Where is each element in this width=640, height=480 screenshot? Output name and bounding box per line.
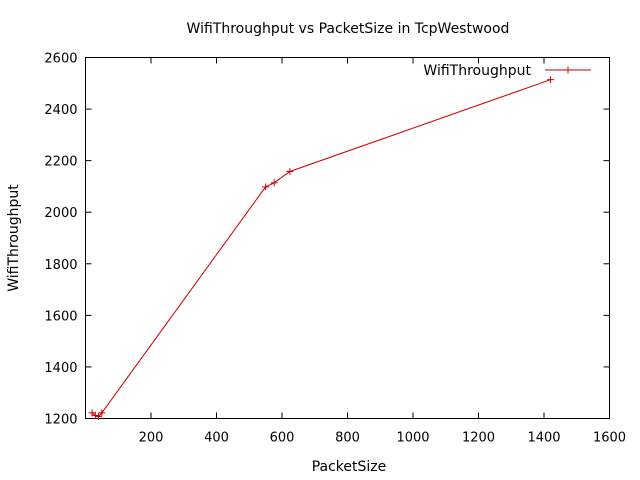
- y-tick-label: 1400: [44, 361, 77, 376]
- y-tick-label: 2600: [44, 52, 77, 67]
- plot-area-border: [85, 57, 610, 419]
- x-tick-label: 400: [204, 431, 229, 446]
- x-tick-label: 800: [335, 431, 360, 446]
- legend-marker: [564, 66, 572, 74]
- x-tick-label: 1200: [462, 431, 495, 446]
- x-axis-label: PacketSize: [312, 459, 387, 475]
- data-point: [286, 167, 294, 175]
- series-line: [91, 79, 551, 417]
- x-tick-label: 1600: [593, 431, 626, 446]
- x-tick-label: 1400: [527, 431, 560, 446]
- x-tick-label: 1000: [396, 431, 429, 446]
- axes: 200 400 600 800 1000 1200 1400 1600 1200 1400 1600…: [44, 52, 626, 446]
- y-axis-label: WifiThroughput: [6, 184, 22, 292]
- data-point: [270, 179, 278, 187]
- y-tick-label: 1600: [44, 309, 77, 324]
- y-tick-label: 2000: [44, 206, 77, 221]
- series-layer: [88, 76, 555, 420]
- x-tick-label: 600: [270, 431, 295, 446]
- data-point: [98, 409, 106, 417]
- data-point: [95, 412, 103, 420]
- data-point: [91, 411, 99, 419]
- data-point: [547, 76, 555, 84]
- data-point: [262, 183, 270, 191]
- chart-title: WifiThroughput vs PacketSize in TcpWestw…: [187, 21, 510, 37]
- legend-label: WifiThroughput: [423, 63, 531, 79]
- legend: WifiThroughput: [423, 63, 591, 79]
- y-tick-label: 1800: [44, 258, 77, 273]
- y-tick-label: 1200: [44, 413, 77, 428]
- x-tick-label: 200: [139, 431, 164, 446]
- y-tick-label: 2200: [44, 155, 77, 170]
- y-tick-label: 2400: [44, 103, 77, 118]
